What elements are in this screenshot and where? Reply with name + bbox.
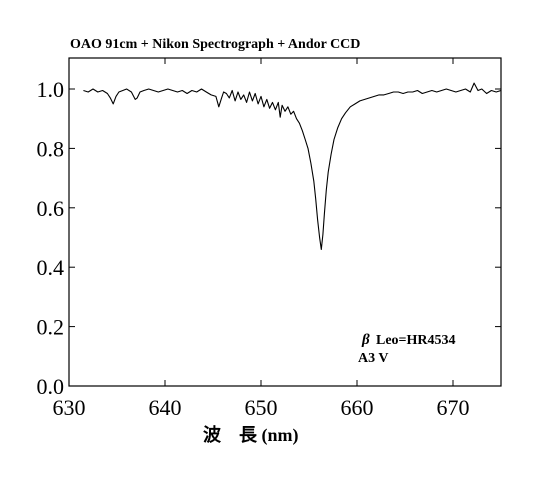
annotation-spectral-type: A3 V [358,351,388,366]
y-tick-label: 0.2 [37,315,65,340]
spectrum-line [83,82,502,250]
x-tick-label: 670 [437,395,470,420]
x-tick-label: 630 [53,395,86,420]
y-axis: 0.0 0.2 0.4 0.6 0.8 1.0 [37,77,501,399]
x-axis-label: 波 長 (nm) [203,424,299,446]
y-tick-label: 0.6 [37,196,65,221]
x-tick-label: 650 [245,395,278,420]
annotation-beta: β [361,332,370,348]
chart-title: OAO 91cm + Nikon Spectrograph + Andor CC… [70,37,360,52]
y-tick-label: 1.0 [37,77,65,102]
x-axis: 630 640 650 660 670 [53,58,470,420]
x-tick-label: 640 [149,395,182,420]
y-tick-label: 0.4 [37,255,65,280]
x-tick-label: 660 [341,395,374,420]
y-tick-label: 0.8 [37,136,65,161]
y-tick-label: 0.0 [37,374,65,399]
plot-frame [68,57,502,387]
annotation-star-name: Leo=HR4534 [376,333,456,348]
